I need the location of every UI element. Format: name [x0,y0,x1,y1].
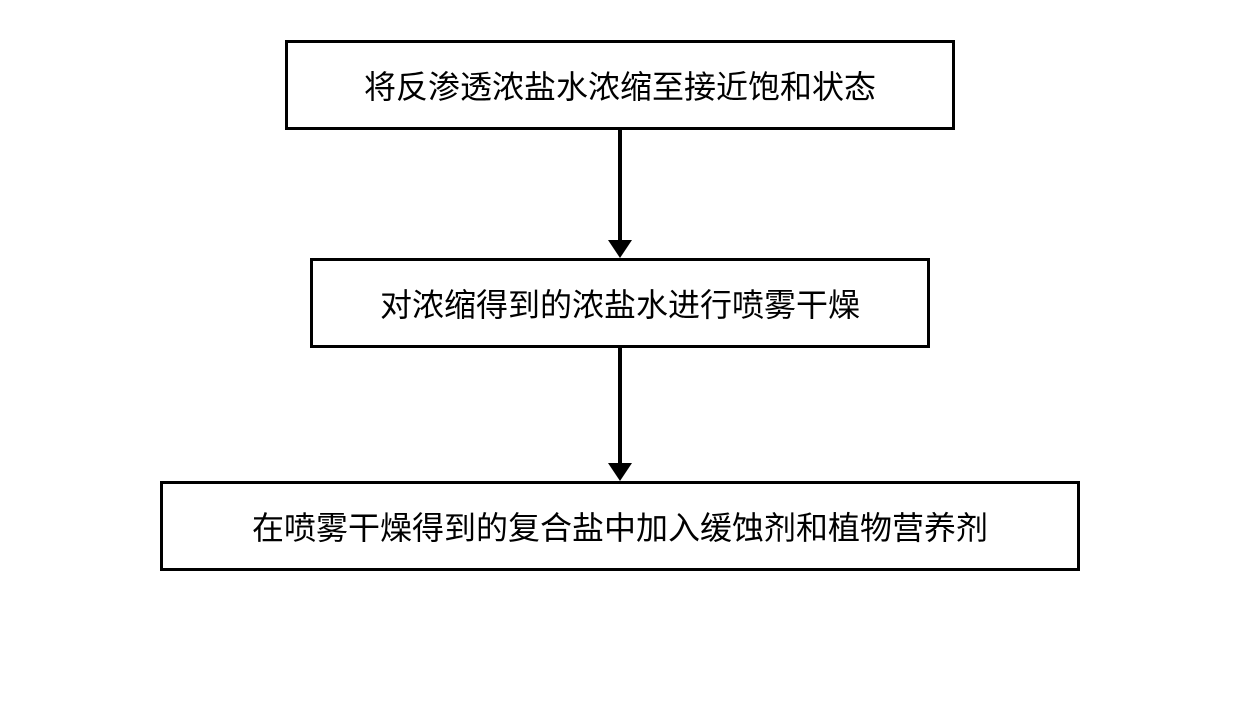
flowchart-box-2-text: 对浓缩得到的浓盐水进行喷雾干燥 [380,280,860,326]
flowchart-container: 将反渗透浓盐水浓缩至接近饱和状态 对浓缩得到的浓盐水进行喷雾干燥 在喷雾干燥得到… [160,40,1080,571]
flowchart-box-3: 在喷雾干燥得到的复合盐中加入缓蚀剂和植物营养剂 [160,481,1080,571]
flowchart-box-1: 将反渗透浓盐水浓缩至接近饱和状态 [285,40,955,130]
flowchart-box-2: 对浓缩得到的浓盐水进行喷雾干燥 [310,258,930,348]
flowchart-box-1-text: 将反渗透浓盐水浓缩至接近饱和状态 [364,62,876,108]
arrow-line [618,130,622,240]
flowchart-arrow-1 [608,130,632,258]
flowchart-arrow-2 [608,348,632,481]
arrow-head-icon [608,240,632,258]
flowchart-box-3-text: 在喷雾干燥得到的复合盐中加入缓蚀剂和植物营养剂 [252,503,988,549]
arrow-head-icon [608,463,632,481]
arrow-line [618,348,622,463]
